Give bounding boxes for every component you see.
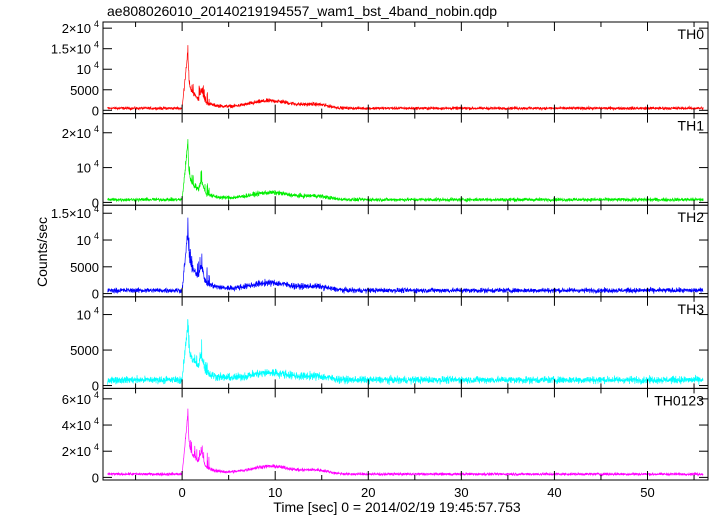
panel-label-th3: TH3	[678, 301, 705, 317]
x-tick-label: 0	[178, 485, 185, 500]
x-tick-label: 10	[268, 485, 282, 500]
panel-th1: 010 42×10 4 TH1	[62, 113, 709, 210]
y-tick-label: 1.5×10	[51, 42, 91, 57]
panel-label-th1: TH1	[678, 118, 705, 134]
y-tick-exponent: 4	[94, 204, 99, 214]
y-tick-exponent: 4	[94, 124, 99, 134]
y-tick-exponent: 4	[94, 442, 99, 452]
x-axis-label: Time [sec] 0 = 2014/02/19 19:45:57.753	[273, 499, 521, 515]
y-tick-label: 10	[77, 233, 91, 248]
panel-label-th2: TH2	[678, 209, 705, 225]
x-tick-label: 40	[547, 485, 561, 500]
y-tick-label: 2×10	[62, 21, 91, 36]
y-tick-label: 0	[92, 287, 99, 302]
series-line-th2	[107, 217, 704, 294]
y-tick-label: 6×10	[62, 392, 91, 407]
y-axis-label: Counts/sec	[34, 217, 50, 287]
y-tick-exponent: 4	[94, 416, 99, 426]
panel-frame	[102, 296, 709, 389]
panel-frame	[102, 387, 709, 481]
panel-frame	[102, 21, 709, 115]
series-line-th3	[107, 319, 704, 385]
y-tick-label: 0	[92, 379, 99, 394]
y-tick-exponent: 4	[94, 306, 99, 316]
y-tick-exponent: 4	[94, 390, 99, 400]
x-tick-label: 50	[640, 485, 654, 500]
chart-title: ae808026010_20140219194557_wam1_bst_4ban…	[107, 3, 497, 19]
y-tick-label: 10	[77, 161, 91, 176]
series-line-th0	[107, 45, 704, 112]
y-tick-exponent: 4	[94, 40, 99, 50]
panel-label-th0123: TH0123	[654, 392, 704, 408]
y-tick-exponent: 4	[94, 159, 99, 169]
y-tick-label: 0	[92, 470, 99, 485]
panel-frame	[102, 113, 709, 206]
y-tick-label: 5000	[70, 260, 99, 275]
panel-label-th0: TH0	[678, 26, 705, 42]
y-tick-label: 0	[92, 195, 99, 210]
y-tick-label: 2×10	[62, 444, 91, 459]
y-tick-exponent: 4	[94, 231, 99, 241]
y-tick-label: 10	[77, 308, 91, 323]
y-tick-label: 5000	[70, 343, 99, 358]
series-line-th1	[107, 139, 704, 203]
y-tick-label: 4×10	[62, 418, 91, 433]
y-tick-label: 10	[77, 62, 91, 77]
y-tick-label: 1.5×10	[51, 206, 91, 221]
x-tick-label: 20	[361, 485, 375, 500]
y-tick-exponent: 4	[94, 19, 99, 29]
y-tick-exponent: 4	[94, 60, 99, 70]
series-line-th0123	[107, 408, 704, 477]
panel-th3: 0 5000 10 4 TH3	[70, 296, 709, 394]
y-tick-label: 0	[92, 103, 99, 118]
panel-frame	[102, 204, 709, 298]
y-tick-label: 2×10	[62, 126, 91, 141]
y-tick-label: 5000	[70, 83, 99, 98]
x-tick-label: 30	[454, 485, 468, 500]
